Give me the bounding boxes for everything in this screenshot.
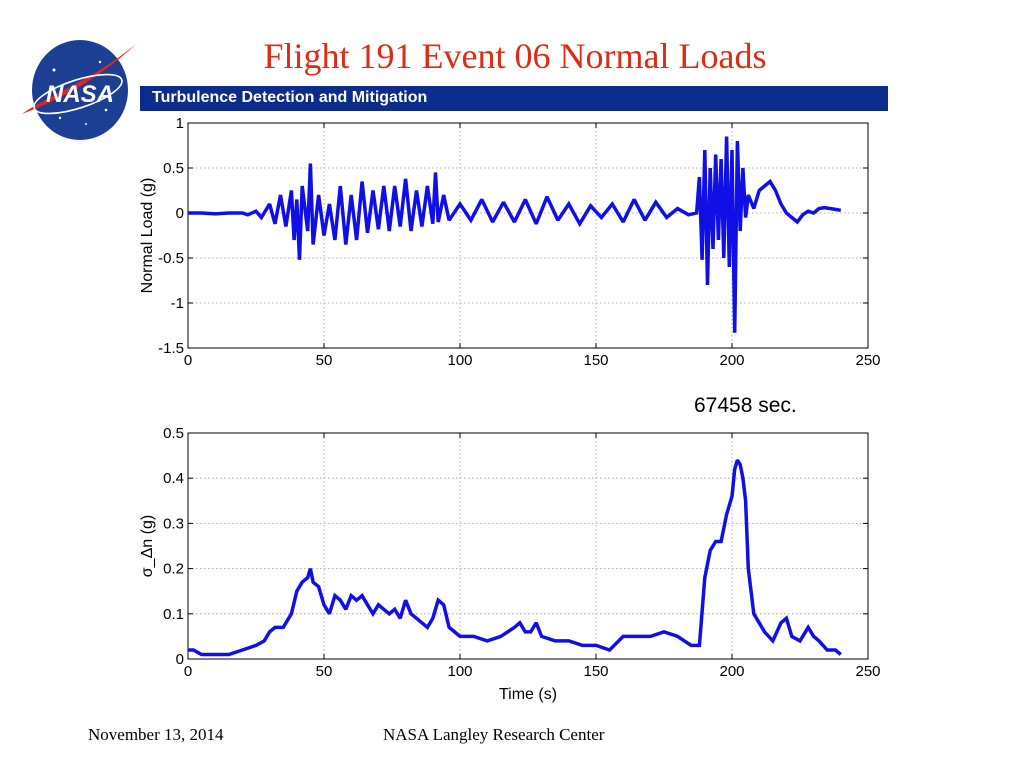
logo-text: NASA [46, 81, 114, 108]
x-tick-label: 250 [855, 663, 880, 680]
x-tick-label: 200 [719, 663, 744, 680]
y-tick-label: 0 [176, 205, 184, 222]
y-axis-label: σ_Δn (g) [139, 515, 156, 577]
x-axis-label: Time (s) [499, 686, 557, 703]
x-tick-label: 50 [316, 663, 333, 680]
x-tick-label: 150 [583, 352, 608, 369]
chart-normal-load: 0 50 100 150 200 250 -1.5 -1 -0.5 0 0.5 1 Normal Loa… [139, 115, 881, 369]
banner: Turbulence Detection and Mitigation [140, 86, 888, 111]
series-line [188, 459, 842, 657]
x-tick-label: 100 [447, 663, 472, 680]
y-tick-label: 0.5 [163, 425, 184, 442]
footer-date: November 13, 2014 [88, 725, 224, 744]
plot-frame [187, 432, 869, 660]
series-line [188, 136, 842, 333]
x-tick-label: 250 [855, 352, 880, 369]
y-tick-label: 0.1 [163, 606, 184, 623]
y-tick-label: 0.5 [163, 160, 184, 177]
y-tick-label: -1.5 [158, 340, 184, 357]
x-tick-label: 200 [719, 352, 744, 369]
plot-frame [187, 122, 869, 349]
nasa-logo: NASA [22, 40, 136, 140]
y-tick-label: 0.3 [163, 515, 184, 532]
slide-title: Flight 191 Event 06 Normal Loads [263, 36, 767, 76]
banner-label: Turbulence Detection and Mitigation [152, 89, 428, 106]
y-tick-label: 0 [176, 651, 184, 668]
x-tick-label: 0 [184, 352, 192, 369]
x-tick-label: 100 [447, 352, 472, 369]
y-axis-label: Normal Load (g) [139, 178, 156, 294]
x-tick-label: 0 [184, 663, 192, 680]
y-tick-label: 1 [176, 115, 184, 132]
time-annotation: 67458 sec. [694, 394, 797, 417]
footer-org: NASA Langley Research Center [383, 725, 605, 744]
y-tick-label: 0.2 [163, 561, 184, 578]
y-tick-label: -1 [171, 295, 184, 312]
y-tick-label: -0.5 [158, 250, 184, 267]
y-tick-label: 0.4 [163, 470, 184, 487]
x-tick-label: 50 [316, 352, 333, 369]
logo-globe [32, 40, 128, 140]
x-tick-label: 150 [583, 663, 608, 680]
logo-orbit [33, 73, 123, 115]
chart-sigma-dn: 0 50 100 150 200 250 0 0.1 0.2 0.3 0.4 0.5 Time (s) σ… [139, 425, 881, 703]
